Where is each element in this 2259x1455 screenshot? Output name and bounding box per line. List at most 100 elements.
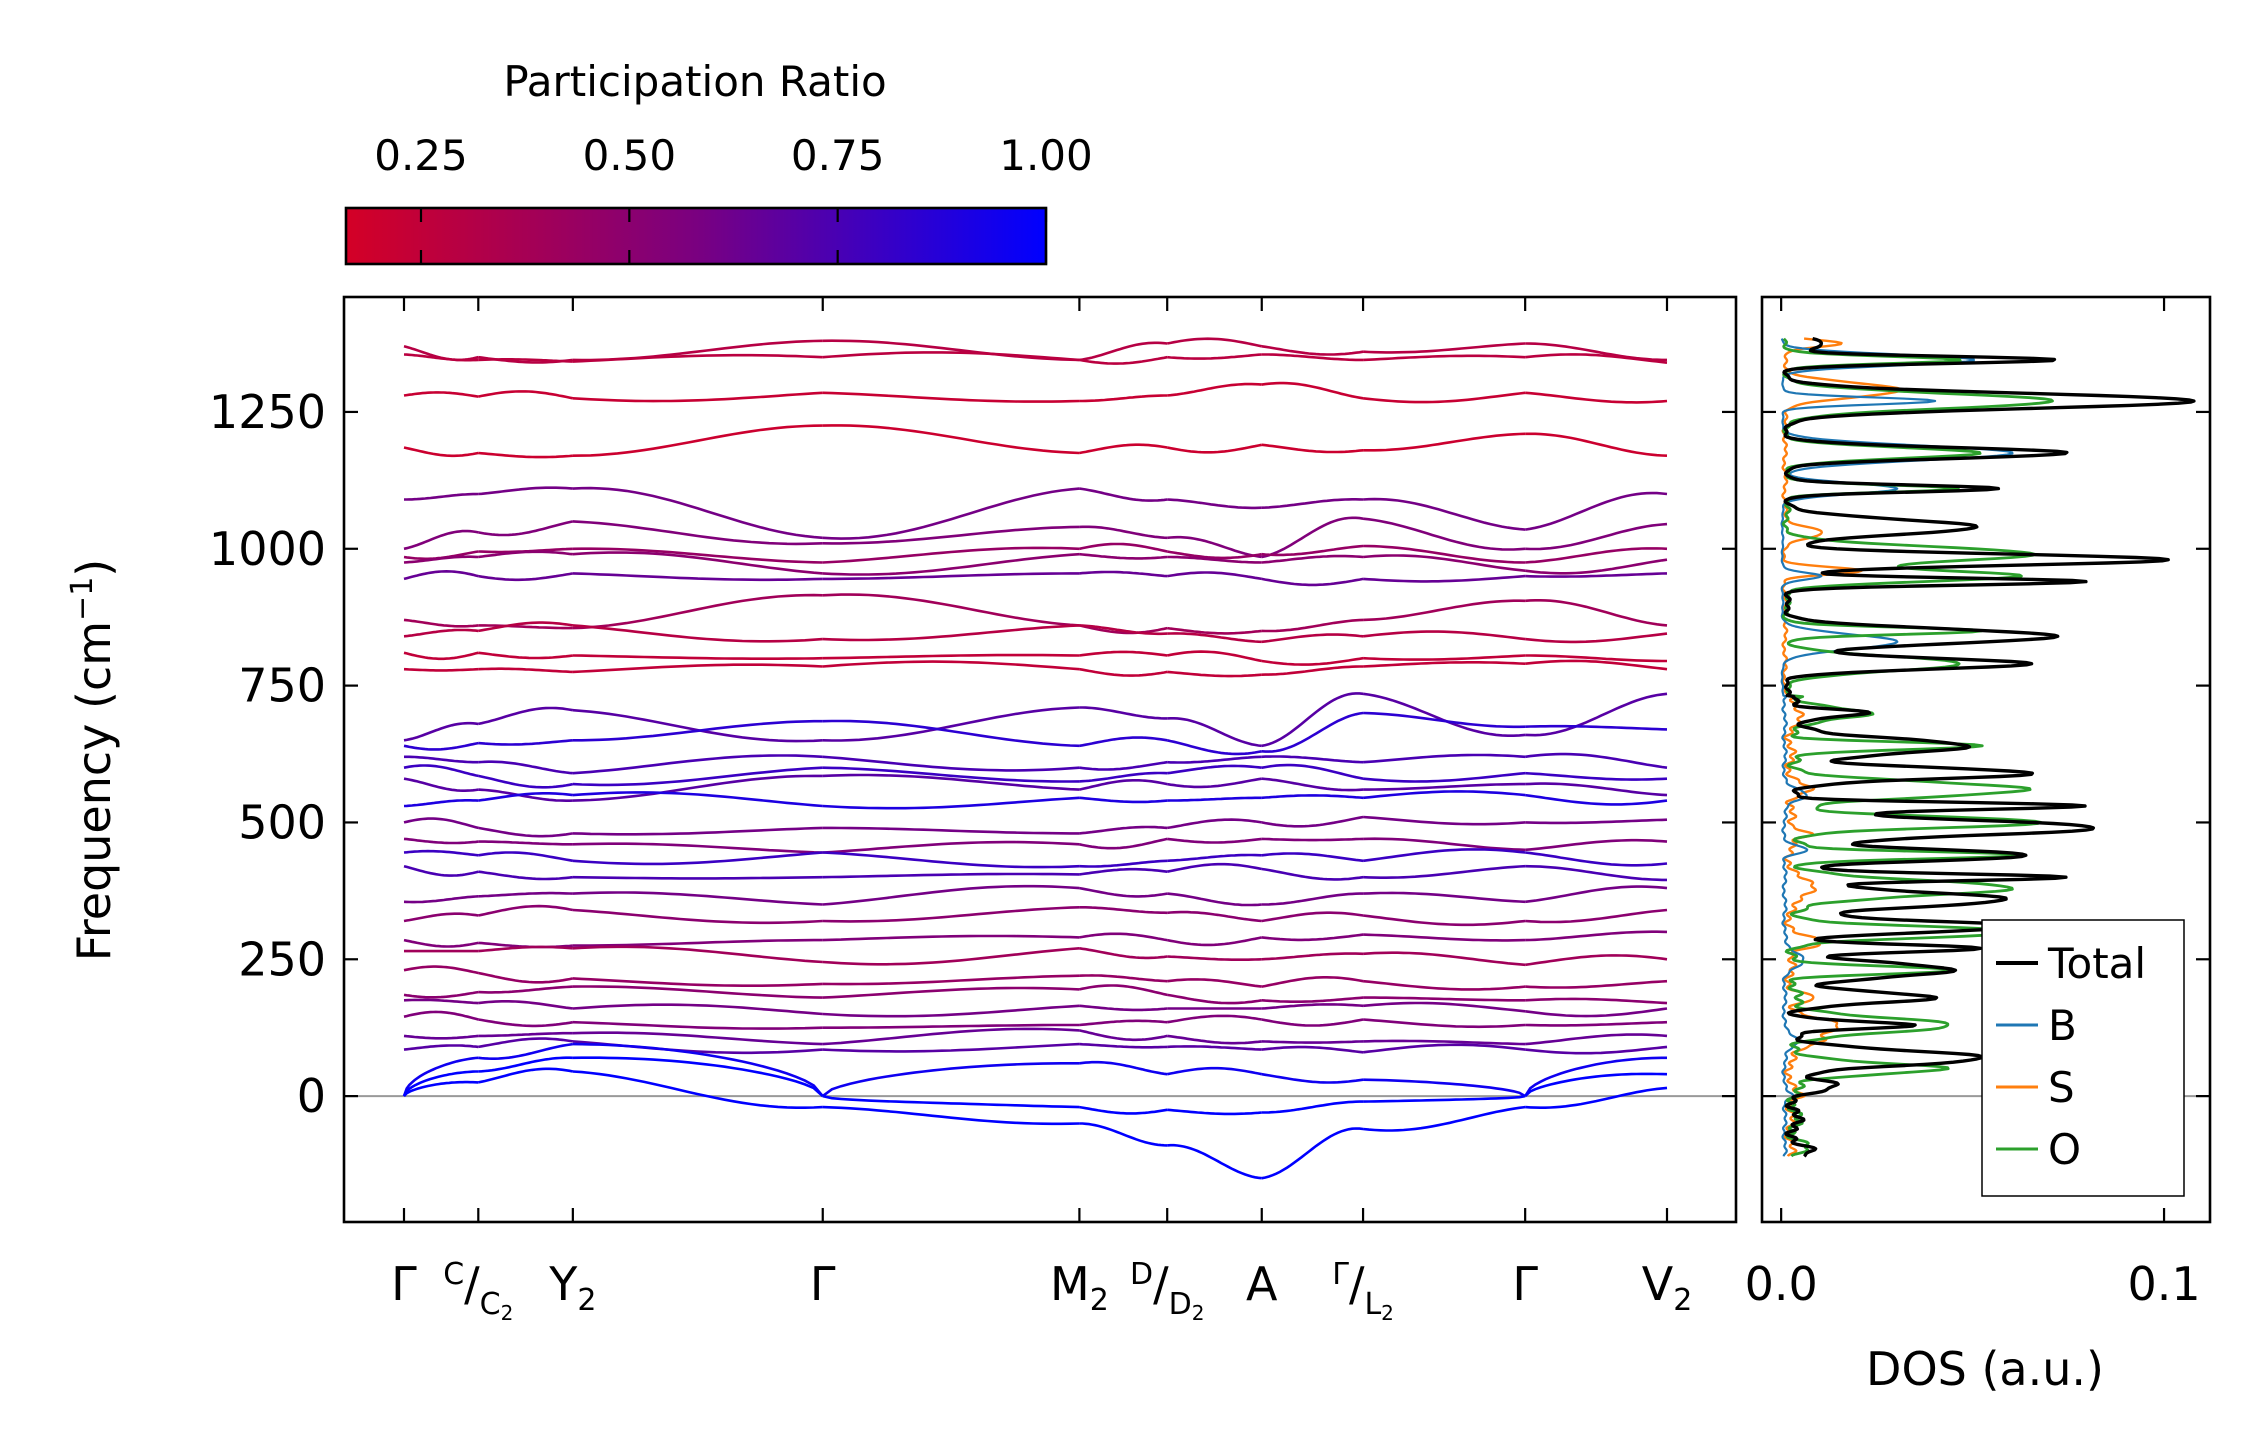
band-y-tick-label: 500 (238, 795, 326, 849)
phonon-band-optic-8 (1362, 554, 1526, 572)
phonon-band-optic-17 (403, 764, 479, 778)
dos-plot-frame (1760, 295, 2212, 1224)
phonon-band-optic-26 (1363, 933, 1526, 942)
phonon-band-optic-17 (478, 774, 574, 789)
phonon-band-optic-9 (1167, 571, 1263, 581)
phonon-band-optic-9 (478, 572, 574, 582)
phonon-band-optic-33 (1362, 1043, 1526, 1054)
phonon-band-optic-1 (1363, 342, 1526, 354)
phonon-band-optic-17 (572, 766, 823, 787)
phonon-band-optic-25 (822, 906, 1080, 923)
phonon-band-acoustic-3 (572, 1070, 823, 1109)
band-y-tick-label: 0 (297, 1069, 326, 1123)
phonon-band-optic-23 (1363, 864, 1526, 879)
phonon-band-optic-29 (1363, 996, 1526, 1002)
phonon-band-optic-13 (1079, 667, 1168, 677)
phonon-band-optic-5 (1079, 487, 1168, 502)
phonon-band-optic-31 (1525, 1020, 1668, 1027)
phonon-band-optic-3 (822, 391, 1080, 403)
phonon-band-optic-28 (572, 977, 823, 987)
phonon-band-optic-26 (1261, 933, 1364, 942)
phonon-band-optic-18 (403, 777, 479, 792)
phonon-band-optic-6 (1362, 517, 1526, 551)
phonon-band-optic-31 (403, 1010, 479, 1021)
phonon-band-acoustic-2 (1363, 1094, 1526, 1103)
phonon-band-optic-7 (1166, 550, 1263, 560)
phonon-band-optic-13 (403, 667, 479, 672)
phonon-band-acoustic-2 (478, 1056, 573, 1073)
phonon-band-optic-10 (403, 618, 479, 628)
band-y-tick-label: 1250 (209, 385, 326, 439)
phonon-band-optic-24 (478, 891, 573, 898)
phonon-band-optic-5 (822, 487, 1080, 540)
phonon-band-optic-25 (572, 908, 823, 925)
phonon-band-optic-19 (1167, 796, 1262, 802)
legend-label-o: O (2048, 1125, 2081, 1174)
phonon-band-optic-33 (1079, 1042, 1168, 1049)
phonon-band-acoustic-3 (1525, 1086, 1668, 1109)
phonon-band-optic-26 (403, 938, 479, 948)
phonon-band-optic-26 (572, 938, 823, 947)
phonon-band-optic-8 (572, 551, 823, 575)
phonon-band-optic-24 (572, 891, 823, 906)
phonon-band-optic-32 (1079, 1029, 1168, 1042)
phonon-band-optic-24 (1525, 885, 1668, 904)
phonon-band-optic-16 (478, 760, 574, 775)
phonon-band-optic-11 (822, 624, 1080, 642)
phonon-band-optic-25 (1525, 908, 1668, 924)
phonon-band-optic-15 (822, 719, 1080, 748)
phonon-band-optic-21 (1167, 837, 1262, 844)
phonon-band-optic-28 (1362, 979, 1526, 991)
phonon-band-optic-19 (478, 792, 574, 802)
phonon-band-optic-26 (822, 934, 1080, 942)
high-symmetry-label: Γ (1512, 1257, 1538, 1311)
phonon-band-optic-9 (822, 572, 1080, 581)
phonon-band-optic-28 (1079, 974, 1168, 983)
phonon-band-optic-13 (1261, 665, 1364, 676)
colorbar-gradient (344, 206, 1048, 266)
phonon-band-optic-2 (572, 353, 823, 363)
phonon-band-optic-28 (478, 971, 574, 984)
phonon-band-optic-1 (1261, 345, 1364, 356)
phonon-band-optic-28 (1525, 979, 1668, 989)
phonon-band-optic-27 (478, 945, 573, 953)
phonon-band-optic-23 (478, 870, 574, 881)
phonon-band-optic-30 (822, 1004, 1080, 1018)
phonon-band-optic-20 (1525, 818, 1668, 825)
phonon-band-optic-33 (1525, 1045, 1668, 1055)
phonon-band-optic-12 (822, 653, 1080, 660)
phonon-band-optic-28 (822, 974, 1080, 986)
phonon-band-optic-3 (403, 391, 479, 398)
phonon-band-optic-26 (1079, 932, 1168, 942)
phonon-band-optic-16 (404, 755, 479, 764)
phonon-band-optic-3 (1167, 382, 1262, 397)
phonon-band-optic-33 (1261, 1045, 1364, 1054)
phonon-band-optic-4 (822, 424, 1080, 455)
phonon-band-optic-11 (1079, 624, 1168, 636)
high-symmetry-label: C/C2 (443, 1257, 513, 1325)
phonon-band-optic-24 (1363, 891, 1526, 904)
phonon-band-optic-30 (1525, 1007, 1668, 1018)
phonon-band-optic-29 (1525, 997, 1668, 1005)
phonon-band-optic-24 (403, 895, 479, 904)
high-symmetry-label: Γ/L2 (1332, 1257, 1394, 1325)
phonon-band-optic-20 (1079, 825, 1168, 835)
phonon-band-optic-19 (1261, 794, 1364, 800)
phonon-band-optic-32 (1261, 1040, 1364, 1044)
phonon-band-acoustic-1 (1166, 1066, 1263, 1076)
phonon-band-acoustic-2 (822, 1094, 1080, 1109)
phonon-band-optic-12 (1079, 650, 1168, 657)
phonon-band-optic-4 (1261, 443, 1364, 454)
phonon-band-optic-15 (1363, 711, 1526, 729)
phonon-band-acoustic-3 (403, 1080, 479, 1097)
dos-x-tick-label: 0.0 (1745, 1257, 1818, 1311)
phonon-band-optic-32 (403, 1034, 479, 1040)
phonon-band-optic-16 (1079, 760, 1168, 771)
phonon-band-optic-9 (1525, 572, 1668, 578)
phonon-band-optic-27 (1525, 954, 1668, 967)
phonon-band-optic-6 (1261, 516, 1364, 559)
colorbar-tick-label: 1.00 (999, 131, 1093, 180)
phonon-band-acoustic-1 (572, 1042, 824, 1097)
legend-label-s: S (2048, 1063, 2075, 1112)
phonon-band-optic-18 (1363, 782, 1526, 791)
